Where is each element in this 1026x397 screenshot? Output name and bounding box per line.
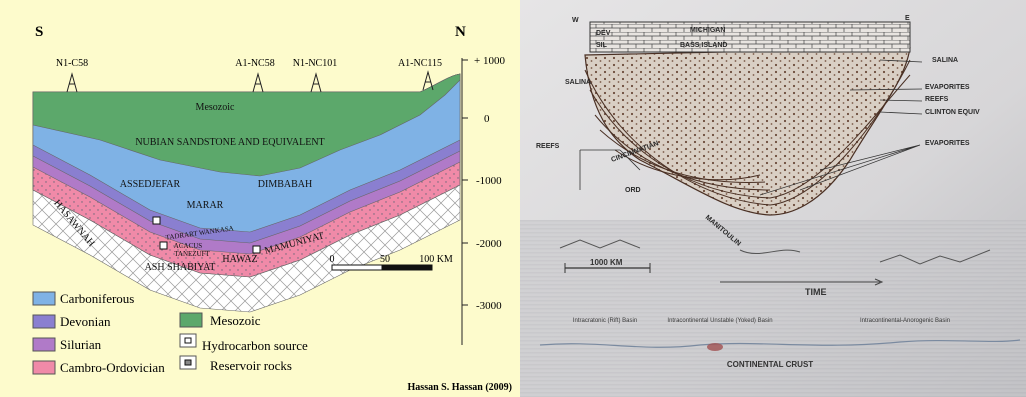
well-label: A1-NC115 [398,58,442,69]
formation: TANEZUFT [174,250,210,258]
label: SIL [596,42,608,49]
label: Intracontinental-Anorogenic Basin [860,318,950,324]
well-label: N1-C58 [56,58,88,69]
scale-label: 50 [380,254,390,265]
time-label: TIME [805,287,827,297]
label: Intracratonic (Rift) Basin [573,318,637,324]
well-label: A1-NC58 [235,58,274,69]
legend-label: Reservoir rocks [210,358,292,373]
left-panel: S N N1-C58 A1-NC58 N1-NC101 A1-NC115 + 1… [0,0,520,397]
north-label: N [455,24,466,40]
crust-label: CONTINENTAL CRUST [727,360,813,369]
label: ORD [625,187,641,194]
scale-label: 1000 KM [590,258,623,267]
legend-label: Hydrocarbon source [202,338,308,353]
depth-label: -1000 [476,175,502,187]
formation: MARAR [187,200,224,211]
depth-label: 0 [484,113,490,125]
label: DEV [596,30,611,37]
formation: Mesozoic [196,102,235,113]
formation: DIMBABAH [258,179,312,190]
legend-label: Devonian [60,314,111,329]
label: EVAPORITES [925,84,970,91]
figure: S N N1-C58 A1-NC58 N1-NC101 A1-NC115 + 1… [0,0,1026,397]
page: S N N1-C58 A1-NC58 N1-NC101 A1-NC115 + 1… [0,0,1026,397]
formation: HAWAZ [222,254,257,265]
well-label: N1-NC101 [293,58,337,69]
right-panel: W E MICHIGAN BASS ISLAND DEV SIL SALINA … [520,0,1026,397]
depth-label: -2000 [476,238,502,250]
legend-label: Silurian [60,337,102,352]
label: REEFS [536,143,560,150]
scale-label: 100 KM [419,254,453,265]
label: SALINA [565,79,591,86]
label: BASS ISLAND [680,42,727,49]
credit: Hassan S. Hassan (2009) [408,382,512,393]
depth-label: -3000 [476,300,502,312]
formation: ASSEDJEFAR [120,179,181,190]
formation: ASH SHABIYAT [145,262,216,273]
formation: ACACUS [174,242,203,250]
formation: NUBIAN SANDSTONE AND EQUIVALENT [135,137,324,148]
legend-label: Mesozoic [210,313,261,328]
label: Intracontinental Unstable (Yoked) Basin [667,318,772,324]
label: W [572,17,579,24]
label: MICHIGAN [690,27,725,34]
label: SALINA [932,57,958,64]
legend-label: Cambro-Ordovician [60,360,165,375]
label: EVAPORITES [925,140,970,147]
basin-types: Intracratonic (Rift) Basin Intracontinen… [573,318,950,324]
scale-label: 0 [330,254,335,265]
label: CLINTON EQUIV [925,109,980,116]
label: REEFS [925,96,949,103]
depth-label: + 1000 [474,55,505,67]
legend-label: Carboniferous [60,291,134,306]
south-label: S [35,24,43,40]
label: E [905,15,910,22]
